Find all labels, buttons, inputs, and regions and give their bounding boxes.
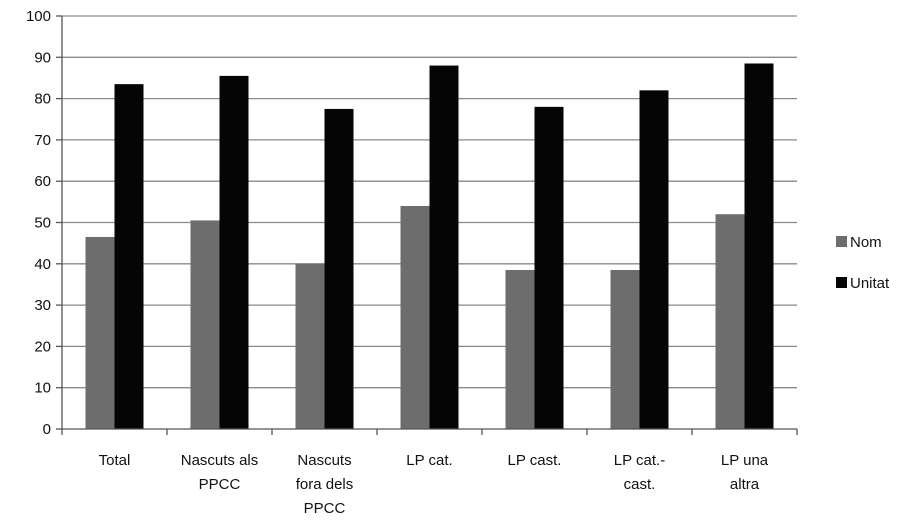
- legend-label-unitat: Unitat: [850, 275, 890, 292]
- bar-nom-0: [85, 236, 115, 429]
- x-tick-label: Nascuts: [297, 452, 351, 469]
- legend: Nom Unitat: [836, 234, 890, 292]
- bar-unitat-6: [744, 63, 774, 430]
- x-tick-label: LP cat.-: [614, 452, 665, 469]
- bar-nom-6: [715, 214, 745, 429]
- bar-nom-3: [400, 205, 430, 429]
- bar-unitat-4: [534, 106, 564, 430]
- bar-nom-1: [190, 220, 220, 429]
- y-tick-label: 70: [34, 132, 51, 149]
- y-tick-label: 80: [34, 91, 51, 108]
- y-axis-ticks: 0 10 20 30 40 50 60 70 80 90 100: [26, 8, 62, 438]
- bar-unitat-5: [639, 90, 669, 429]
- bar-unitat-1: [219, 75, 249, 429]
- axes: [61, 16, 798, 435]
- bar-unitat-0: [114, 84, 144, 430]
- legend-label-nom: Nom: [850, 234, 882, 251]
- y-tick-label: 60: [34, 173, 51, 190]
- legend-swatch-nom: [836, 236, 847, 247]
- y-tick-label: 90: [34, 49, 51, 66]
- x-tick-label: Total: [99, 452, 131, 469]
- legend-swatch-unitat: [836, 277, 847, 288]
- x-tick-label: LP cast.: [508, 452, 562, 469]
- x-tick-label: LP cat.: [406, 452, 452, 469]
- x-tick-label: PPCC: [304, 500, 346, 517]
- bar-unitat-3: [429, 65, 459, 429]
- x-tick-label: LP una: [721, 452, 769, 469]
- y-tick-label: 30: [34, 297, 51, 314]
- x-tick-label: PPCC: [199, 476, 241, 493]
- bar-nom-5: [610, 269, 640, 429]
- x-axis-labels: Total Nascuts als PPCC Nascuts fora dels PPCC…: [99, 452, 769, 517]
- x-tick-label: Nascuts als: [181, 452, 259, 469]
- bar-nom-2: [295, 263, 325, 429]
- y-tick-label: 40: [34, 256, 51, 273]
- x-tick-label: altra: [730, 476, 760, 493]
- y-tick-label: 0: [43, 421, 51, 438]
- bar-nom-4: [505, 269, 535, 429]
- x-tick-label: cast.: [624, 476, 656, 493]
- bar-unitat-2: [324, 108, 354, 430]
- y-tick-label: 20: [34, 338, 51, 355]
- bars: [85, 63, 774, 430]
- y-tick-label: 50: [34, 215, 51, 232]
- y-tick-label: 10: [34, 380, 51, 397]
- x-tick-label: fora dels: [296, 476, 354, 493]
- y-tick-label: 100: [26, 8, 51, 25]
